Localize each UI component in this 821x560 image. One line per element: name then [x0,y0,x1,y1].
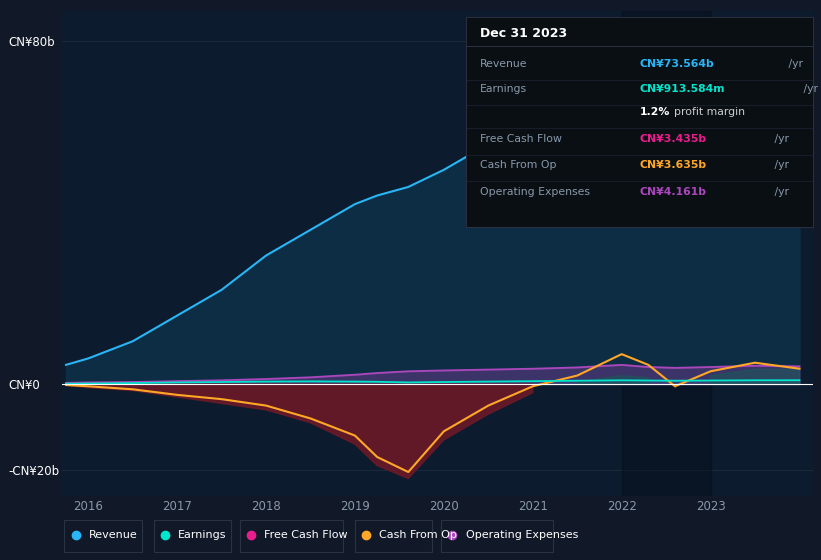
Text: CN¥3.435b: CN¥3.435b [640,134,707,144]
Text: CN¥3.635b: CN¥3.635b [640,160,707,170]
Text: Cash From Op: Cash From Op [480,160,557,170]
Text: /yr: /yr [785,59,803,69]
Text: 1.2%: 1.2% [640,107,670,117]
Text: Free Cash Flow: Free Cash Flow [264,530,348,540]
Bar [621,11,710,496]
Text: Operating Expenses: Operating Expenses [480,187,590,197]
Text: Revenue: Revenue [89,530,138,540]
Text: /yr: /yr [800,84,818,94]
Text: CN¥4.161b: CN¥4.161b [640,187,707,197]
Text: /yr: /yr [771,134,788,144]
Text: Cash From Op: Cash From Op [379,530,457,540]
Text: Operating Expenses: Operating Expenses [466,530,578,540]
Text: Revenue: Revenue [480,59,528,69]
Text: Earnings: Earnings [178,530,227,540]
FancyBboxPatch shape [355,520,432,552]
FancyBboxPatch shape [64,520,142,552]
Text: Earnings: Earnings [480,84,527,94]
Text: Free Cash Flow: Free Cash Flow [480,134,562,144]
FancyBboxPatch shape [154,520,232,552]
Text: Dec 31 2023: Dec 31 2023 [480,27,567,40]
FancyBboxPatch shape [441,520,553,552]
Text: /yr: /yr [771,160,788,170]
Text: /yr: /yr [771,187,788,197]
FancyBboxPatch shape [240,520,343,552]
Text: profit margin: profit margin [674,107,745,117]
Text: CN¥73.564b: CN¥73.564b [640,59,714,69]
Text: CN¥913.584m: CN¥913.584m [640,84,725,94]
